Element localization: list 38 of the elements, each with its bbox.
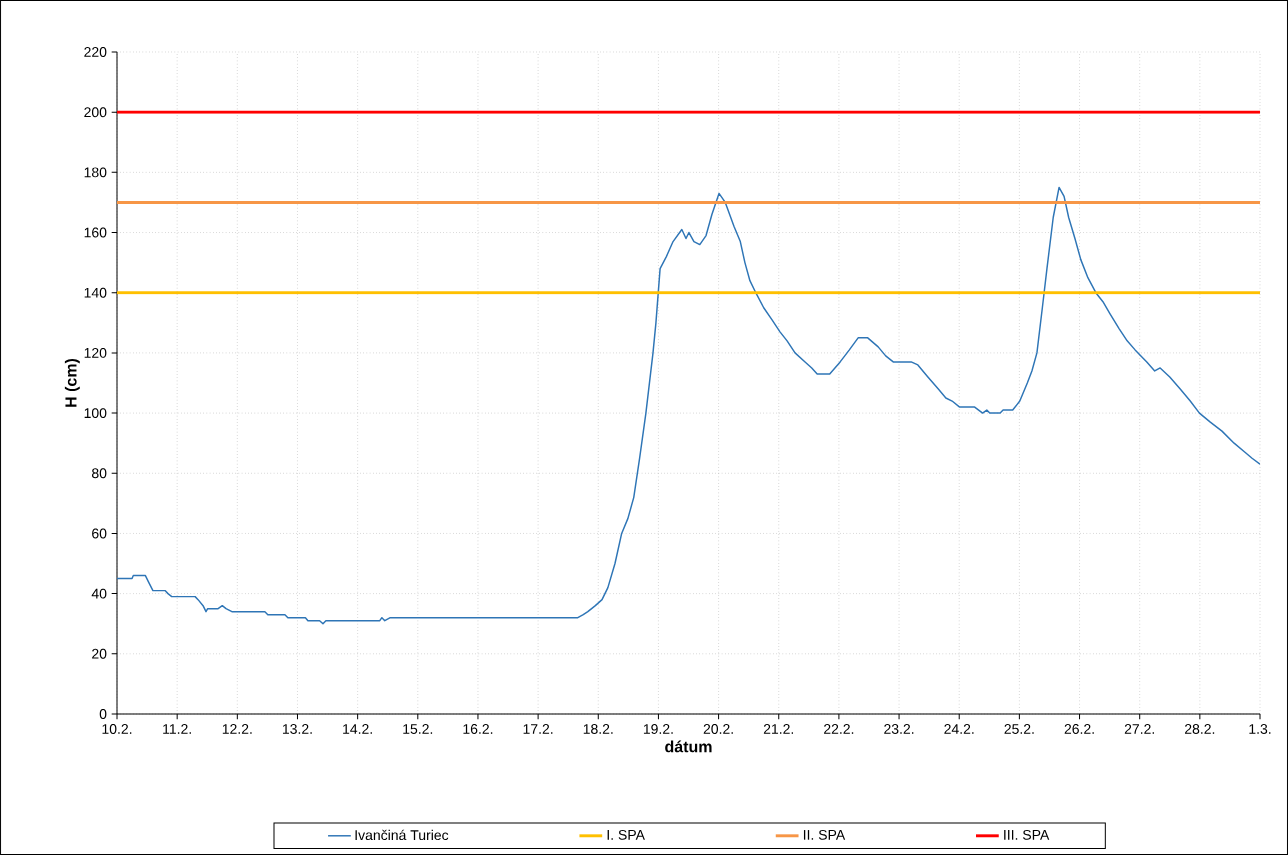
y-tick-label: 80: [92, 468, 107, 479]
legend-label: II. SPA: [803, 829, 846, 840]
y-tick-label: 200: [84, 107, 107, 118]
x-tick-label: 22.2.: [824, 724, 854, 734]
x-tick-label: 20.2.: [703, 724, 733, 734]
y-tick-label: 60: [92, 528, 107, 539]
x-tick-label: 12.2.: [222, 724, 252, 734]
y-tick-label: 40: [91, 588, 107, 599]
x-axis-title: dátum: [665, 740, 712, 753]
x-tick-label: 16.2.: [463, 724, 493, 734]
y-tick-label: 120: [84, 347, 107, 358]
y-tick-label: 140: [84, 287, 107, 298]
x-tick-label: 25.2.: [1004, 724, 1034, 734]
x-tick-label: 15.2.: [403, 724, 433, 734]
y-tick-label: 220: [84, 47, 107, 57]
y-tick-label: 100: [84, 408, 107, 419]
y-tick-label: 160: [84, 227, 107, 238]
x-tick-label: 13.2.: [282, 724, 312, 734]
x-tick-label: 14.2.: [343, 724, 372, 734]
x-tick-label: 18.2.: [583, 724, 613, 734]
x-tick-label: 10.2.: [102, 724, 132, 734]
x-tick-label: 27.2.: [1124, 724, 1154, 734]
x-tick-label: 11.2.: [163, 724, 191, 734]
y-axis-title: H (cm): [64, 358, 80, 407]
x-tick-label: 21.2.: [763, 724, 794, 734]
x-tick-label: 19.2.: [643, 724, 673, 734]
y-tick-label: 0: [99, 709, 107, 719]
legend-label: I. SPA: [607, 829, 645, 840]
y-tick-label: 20: [92, 648, 107, 659]
x-tick-label: 26.2.: [1064, 724, 1094, 734]
legend-label: Ivančiná Turiec: [355, 829, 449, 841]
x-tick-label: 24.2.: [944, 724, 974, 734]
y-tick-label: 180: [84, 167, 107, 178]
x-tick-label: 23.2.: [884, 724, 914, 734]
x-tick-label: 17.2.: [523, 724, 553, 734]
x-tick-label: 28.2.: [1184, 724, 1215, 734]
x-tick-label: 1.3.: [1249, 724, 1271, 734]
legend-label: III. SPA: [1004, 829, 1050, 840]
